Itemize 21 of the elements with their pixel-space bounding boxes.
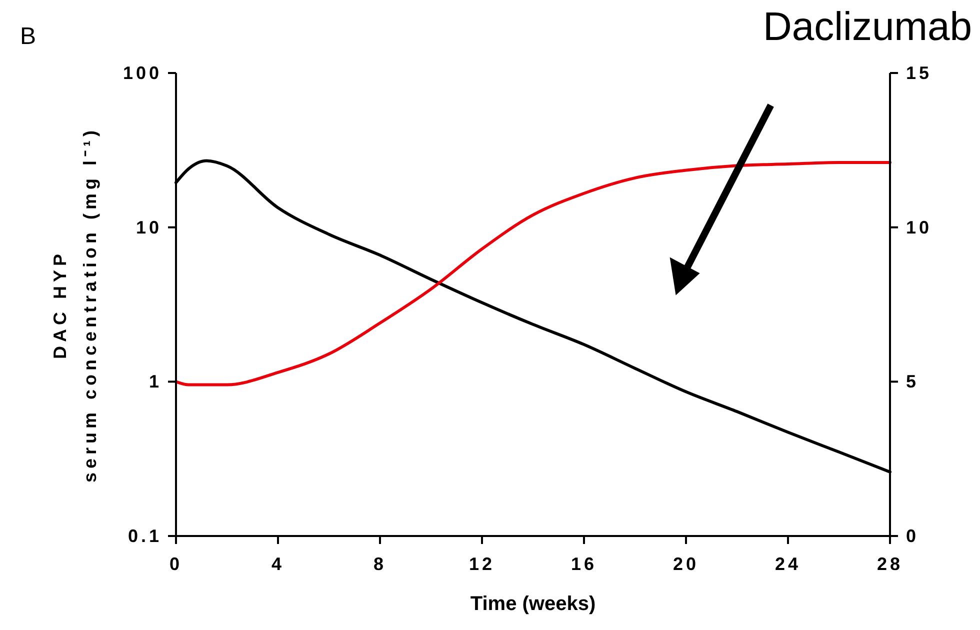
y2-tick-label: 15	[906, 63, 932, 83]
y2-tick-label: 0	[906, 526, 920, 546]
line-series	[174, 161, 892, 386]
y2-tick-label: 5	[906, 372, 920, 392]
y-tick-label: 1	[148, 372, 162, 392]
y2-tick-label: 10	[906, 217, 932, 238]
x-tick-label: 28	[876, 554, 904, 574]
x-tick-label: 24	[774, 554, 802, 574]
x-axis-title: Time (weeks)	[470, 593, 596, 615]
text: B	[20, 23, 36, 50]
y-tick-label: 0.1	[128, 526, 162, 546]
x-tick-label: 20	[672, 554, 700, 574]
x-tick-label: 16	[570, 554, 598, 574]
x-tick-label: 8	[373, 554, 387, 574]
text: Daclizumab	[763, 5, 972, 49]
x-tick-label: 4	[271, 554, 285, 574]
x-tick-label: 12	[468, 554, 496, 574]
y-tick-label: 10	[136, 217, 162, 238]
x-tick-label: 0	[169, 554, 183, 574]
y-axis-title: DAC HYP serum concentration (mg l⁻¹)	[50, 126, 100, 483]
y-tick-label: 100	[122, 63, 162, 83]
